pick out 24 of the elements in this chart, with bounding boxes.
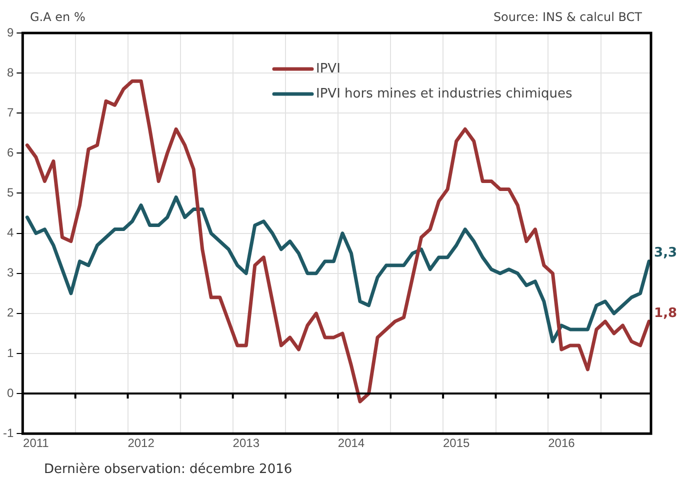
y-tick-label: 8: [6, 65, 14, 80]
y-tick-label: 6: [6, 145, 14, 160]
legend-label: IPVI hors mines et industries chimiques: [316, 86, 572, 102]
y-tick-label: 5: [6, 186, 14, 200]
data-label: 3,3: [654, 246, 678, 261]
legend-label: IPVI: [316, 61, 340, 76]
x-tick-label: 2012: [128, 436, 155, 450]
x-tick-label: 2013: [232, 436, 260, 450]
text: Dernière observation: décembre 2016: [44, 462, 292, 477]
y-tick-label: 2: [6, 306, 14, 320]
x-tick-label: 2011: [23, 436, 50, 450]
y-tick-label: -1: [3, 426, 14, 440]
source-note: Source: INS & calcul BCT: [493, 10, 642, 24]
y-tick-label: 3: [6, 266, 14, 280]
y-tick-label: 1: [6, 346, 14, 360]
y-axis-title: G.A en %: [30, 10, 86, 24]
y-tick-label: 7: [6, 105, 14, 120]
y-tick-label: 9: [6, 25, 14, 40]
x-tick-label: 2015: [442, 436, 470, 450]
y-tick-label: 0: [6, 386, 14, 400]
y-tick-label: 4: [6, 226, 14, 240]
data-label: 1,8: [654, 306, 678, 321]
x-tick-label: 2014: [338, 436, 365, 450]
x-tick-label: 2016: [548, 436, 576, 450]
